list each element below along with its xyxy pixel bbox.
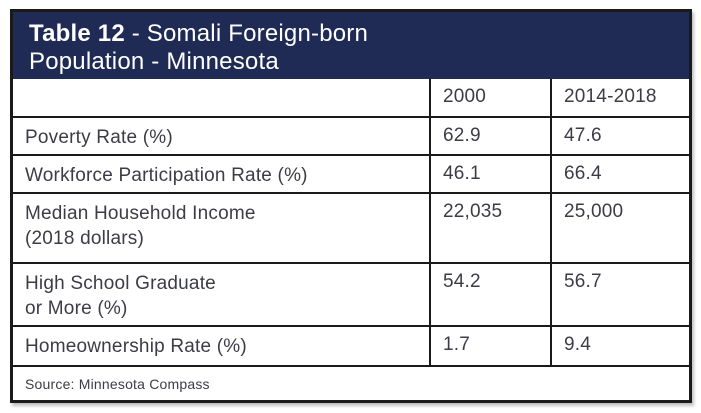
table-title-line1: Table 12 - Somali Foreign-born bbox=[29, 20, 673, 48]
value-2014-2018: 66.4 bbox=[550, 154, 689, 194]
table-header-row: 2000 2014-2018 bbox=[13, 79, 689, 118]
header-cell-2014-2018: 2014-2018 bbox=[550, 79, 689, 118]
row-label: Workforce Participation Rate (%) bbox=[13, 154, 431, 194]
row-label: Poverty Rate (%) bbox=[13, 116, 431, 156]
value-2014-2018: 25,000 bbox=[550, 192, 689, 264]
table-number: Table 12 bbox=[29, 20, 125, 47]
table-row: Homeownership Rate (%) 1.7 9.4 bbox=[13, 325, 689, 367]
header-cell-2000: 2000 bbox=[429, 79, 552, 118]
source-row: Source: Minnesota Compass bbox=[13, 365, 689, 402]
value-2000: 54.2 bbox=[429, 262, 552, 327]
table-frame: Table 12 - Somali Foreign-born Populatio… bbox=[10, 9, 692, 403]
value-2000: 62.9 bbox=[429, 116, 552, 156]
row-label: Homeownership Rate (%) bbox=[13, 325, 431, 367]
header-cell-empty bbox=[13, 79, 431, 118]
table-row: Poverty Rate (%) 62.9 47.6 bbox=[13, 116, 689, 156]
row-label: Median Household Income (2018 dollars) bbox=[13, 192, 431, 264]
data-table: 2000 2014-2018 Poverty Rate (%) 62.9 47.… bbox=[13, 79, 689, 402]
source-note: Source: Minnesota Compass bbox=[13, 365, 689, 402]
table-row: Workforce Participation Rate (%) 46.1 66… bbox=[13, 154, 689, 194]
value-2014-2018: 9.4 bbox=[550, 325, 689, 367]
table-title-rest: - Somali Foreign-born bbox=[124, 20, 369, 47]
table-row: High School Graduate or More (%) 54.2 56… bbox=[13, 262, 689, 327]
table-title-line2: Population - Minnesota bbox=[29, 48, 279, 75]
value-2014-2018: 56.7 bbox=[550, 262, 689, 327]
value-2000: 46.1 bbox=[429, 154, 552, 194]
table-title-band: Table 12 - Somali Foreign-born Populatio… bbox=[13, 12, 689, 79]
value-2000: 22,035 bbox=[429, 192, 552, 264]
row-label: High School Graduate or More (%) bbox=[13, 262, 431, 327]
value-2014-2018: 47.6 bbox=[550, 116, 689, 156]
value-2000: 1.7 bbox=[429, 325, 552, 367]
table-row: Median Household Income (2018 dollars) 2… bbox=[13, 192, 689, 264]
